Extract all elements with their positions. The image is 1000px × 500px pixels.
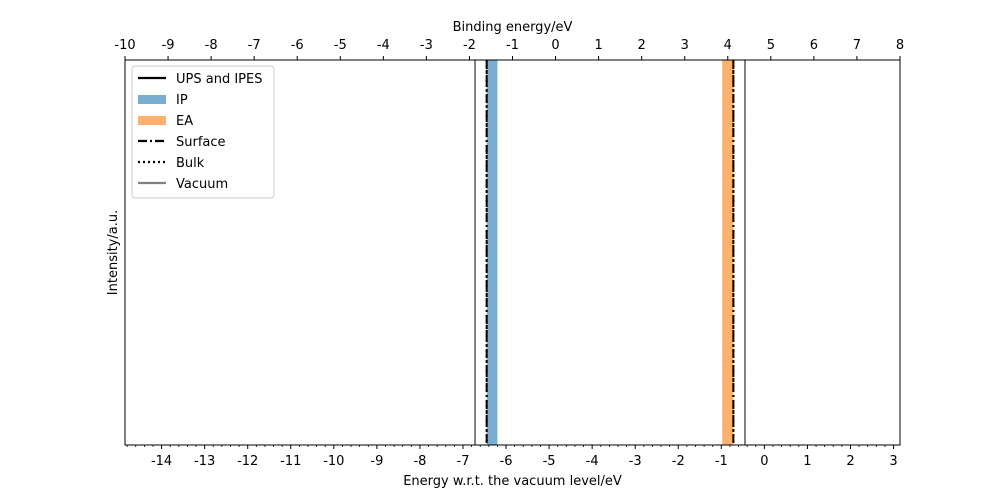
top-x-tick-label: -5 <box>334 38 347 53</box>
x-axis-label: Energy w.r.t. the vacuum level/eV <box>403 474 622 489</box>
top-x-tick-label: -3 <box>420 38 433 53</box>
x-tick-label: 3 <box>889 454 897 469</box>
legend-items: UPS and IPES IP EA Surface Bulk Vacuum <box>138 72 262 192</box>
x-tick-label: -3 <box>629 454 642 469</box>
legend-swatch-ip <box>138 95 166 104</box>
top-x-tick-label: -2 <box>463 38 476 53</box>
top-axis: -10 -9 -8 -7 -6 -5 -4 -3 -2 -1 0 1 2 3 4 5 6 7 8 <box>114 38 904 60</box>
top-x-tick-label: 6 <box>810 38 818 53</box>
top-x-tick-label: -10 <box>114 38 135 53</box>
x-tick-label: -6 <box>500 454 513 469</box>
legend-label-vacuum: Vacuum <box>176 177 228 192</box>
legend-label-ip: IP <box>176 93 188 108</box>
x-tick-label: -2 <box>672 454 685 469</box>
legend-label-surface: Surface <box>176 135 226 150</box>
bottom-axis: -14 -13 -12 -11 -10 -9 -8 -7 -6 -5 -4 -3 -2 -1 0 1 2 3 <box>126 445 898 469</box>
legend-box <box>131 65 275 199</box>
y-axis-label: Intensity/a.u. <box>106 210 121 295</box>
top-x-tick-label: -6 <box>291 38 304 53</box>
x-tick-label: -11 <box>280 454 301 469</box>
top-x-tick-label: -4 <box>377 38 390 53</box>
legend: UPS and IPES IP EA Surface Bulk Vacuum <box>131 65 275 199</box>
top-x-tick-label: -8 <box>205 38 218 53</box>
top-x-tick-label: 8 <box>896 38 904 53</box>
top-x-tick-label: 1 <box>594 38 602 53</box>
top-x-axis-label: Binding energy/eV <box>453 20 573 35</box>
x-tick-label: -1 <box>715 454 728 469</box>
legend-label-ea: EA <box>176 114 193 129</box>
x-tick-label: -9 <box>370 454 383 469</box>
x-tick-label: -12 <box>237 454 258 469</box>
x-tick-label: -14 <box>151 454 172 469</box>
top-x-tick-label: -1 <box>506 38 519 53</box>
top-x-tick-label: 4 <box>724 38 732 53</box>
x-tick-label: 0 <box>760 454 768 469</box>
top-x-tick-label: 7 <box>853 38 861 53</box>
x-tick-label: -5 <box>543 454 556 469</box>
x-tick-label: -8 <box>413 454 426 469</box>
band-ea <box>722 60 734 445</box>
top-x-tick-label: -7 <box>248 38 261 53</box>
top-x-tick-label: 3 <box>681 38 689 53</box>
x-tick-label: -10 <box>323 454 344 469</box>
x-tick-label: 2 <box>846 454 854 469</box>
top-x-tick-label: 0 <box>551 38 559 53</box>
plot-content <box>474 60 746 445</box>
legend-swatch-ea <box>138 116 166 125</box>
band-ip <box>486 60 498 445</box>
x-tick-label: 1 <box>803 454 811 469</box>
legend-label-bulk: Bulk <box>176 156 205 171</box>
top-x-tick-label: 2 <box>638 38 646 53</box>
legend-label-ups-and-ipes: UPS and IPES <box>176 72 262 87</box>
top-x-tick-label: 5 <box>767 38 775 53</box>
x-tick-label: -13 <box>194 454 215 469</box>
top-x-tick-label: -9 <box>162 38 175 53</box>
x-tick-label: -7 <box>457 454 470 469</box>
x-tick-label: -4 <box>586 454 599 469</box>
